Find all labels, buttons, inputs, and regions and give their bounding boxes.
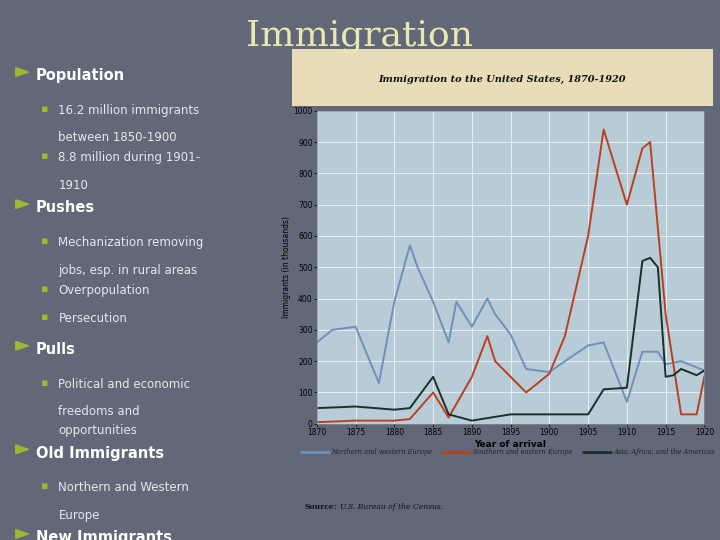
Text: Mechanization removing: Mechanization removing [58, 236, 204, 249]
Text: U.S. Bureau of the Census.: U.S. Bureau of the Census. [340, 503, 444, 511]
Text: jobs, esp. in rural areas: jobs, esp. in rural areas [58, 264, 197, 276]
Polygon shape [16, 68, 29, 76]
Text: ▪: ▪ [41, 236, 49, 246]
Text: Immigration: Immigration [246, 19, 474, 53]
Text: 16.2 million immigrants: 16.2 million immigrants [58, 104, 199, 117]
Text: Asia, Africa, and the Americas: Asia, Africa, and the Americas [614, 448, 716, 456]
Text: ▪: ▪ [41, 104, 49, 114]
Text: Pushes: Pushes [36, 200, 95, 215]
Text: Northern and Western: Northern and Western [58, 481, 189, 494]
Text: ▪: ▪ [41, 284, 49, 294]
X-axis label: Year of arrival: Year of arrival [474, 440, 546, 449]
Text: ▪: ▪ [41, 481, 49, 491]
Text: 8.8 million during 1901-: 8.8 million during 1901- [58, 151, 200, 164]
Text: between 1850-1900: between 1850-1900 [58, 131, 177, 145]
FancyBboxPatch shape [292, 49, 713, 106]
Text: Southern and eastern Europe: Southern and eastern Europe [473, 448, 572, 456]
Y-axis label: Immigrants (in thousands): Immigrants (in thousands) [282, 216, 291, 318]
Text: Overpopulation: Overpopulation [58, 284, 150, 296]
Text: ▪: ▪ [41, 312, 49, 322]
Text: Population: Population [36, 68, 125, 83]
Text: New Immigrants: New Immigrants [36, 530, 171, 540]
Text: ▪: ▪ [41, 151, 49, 161]
Text: Europe: Europe [58, 509, 100, 522]
Polygon shape [16, 200, 29, 208]
Text: Political and economic: Political and economic [58, 377, 190, 390]
Text: 1910: 1910 [58, 179, 89, 192]
Text: opportunities: opportunities [58, 424, 138, 437]
Text: Persecution: Persecution [58, 312, 127, 325]
Polygon shape [16, 341, 29, 350]
Text: Immigration to the United States, 1870-1920: Immigration to the United States, 1870-1… [379, 75, 626, 84]
Text: freedoms and: freedoms and [58, 405, 140, 418]
Text: ▪: ▪ [41, 377, 49, 388]
Text: Pulls: Pulls [36, 342, 76, 357]
Text: Source:: Source: [305, 503, 337, 511]
Polygon shape [16, 445, 29, 454]
Text: Old Immigrants: Old Immigrants [36, 446, 163, 461]
Polygon shape [16, 530, 29, 538]
Text: Northern and western Europe: Northern and western Europe [332, 448, 433, 456]
